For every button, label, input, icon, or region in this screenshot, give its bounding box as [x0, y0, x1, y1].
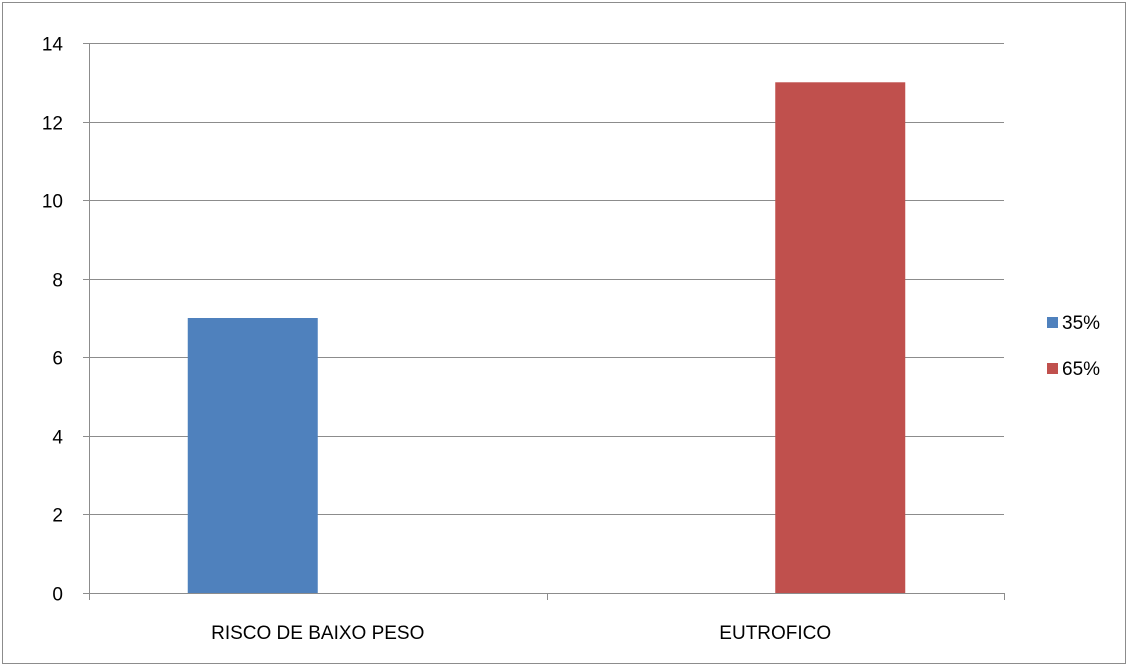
y-tick-label: 0: [52, 585, 63, 606]
legend-swatch: [1047, 363, 1058, 374]
y-tick-label: 12: [42, 114, 63, 135]
y-tick-label: 4: [52, 428, 63, 449]
bar-65pct: [775, 82, 906, 594]
y-tick-label: 10: [42, 192, 63, 213]
x-category-label: RISCO DE BAIXO PESO: [211, 623, 424, 644]
y-tick-label: 6: [52, 349, 63, 370]
y-axis: 0 2 4 6 8 10 12 14: [42, 35, 90, 606]
legend-swatch: [1047, 317, 1058, 328]
legend-label: 65%: [1062, 359, 1100, 380]
legend-label: 35%: [1062, 313, 1100, 334]
x-axis: RISCO DE BAIXO PESO EUTROFICO: [89, 593, 1005, 644]
y-tick-label: 8: [52, 271, 63, 292]
bar-35pct: [187, 318, 318, 593]
y-tick-label: 14: [42, 35, 64, 56]
bars: [187, 82, 906, 594]
x-category-label: EUTROFICO: [719, 623, 831, 644]
y-tick-label: 2: [52, 506, 63, 527]
legend: 35% 65%: [1047, 313, 1100, 380]
